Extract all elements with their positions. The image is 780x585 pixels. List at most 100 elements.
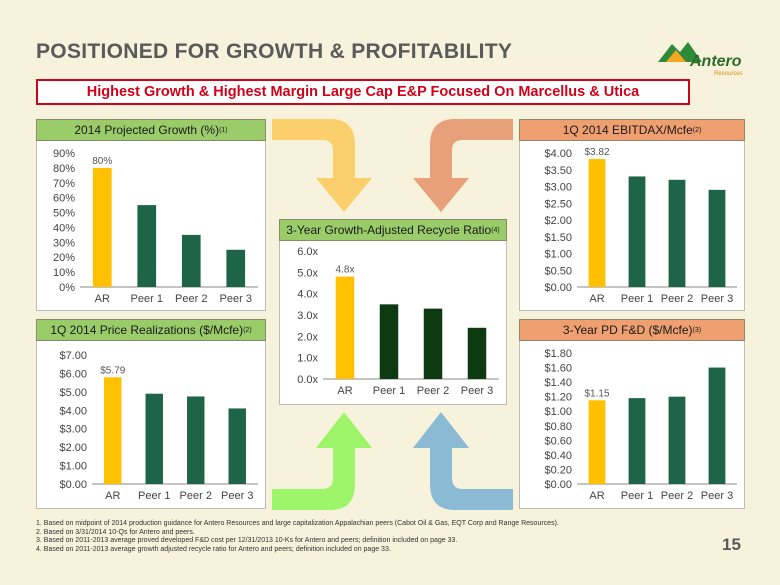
data-label: 4.8x bbox=[336, 265, 355, 276]
y-tick-label: 3.0x bbox=[297, 310, 318, 322]
bar bbox=[92, 167, 112, 287]
data-label: $5.79 bbox=[100, 365, 125, 376]
bar bbox=[708, 189, 726, 287]
y-tick-label: 1.0x bbox=[297, 353, 318, 365]
y-tick-label: 0.0x bbox=[297, 374, 318, 386]
chart-pd-fd: $0.00 $0.20 $0.40 $0.60 $0.80 $1.00 $1.20 $1.40… bbox=[544, 348, 737, 502]
y-tick-label: $2.00 bbox=[544, 215, 572, 227]
bar bbox=[423, 308, 443, 379]
bar bbox=[668, 396, 686, 484]
x-tick-label: Peer 2 bbox=[180, 490, 212, 502]
y-tick-label: $0.40 bbox=[544, 450, 572, 462]
y-tick-label: 4.0x bbox=[297, 289, 318, 301]
x-tick-label: Peer 2 bbox=[417, 385, 449, 397]
y-tick-label: 0% bbox=[59, 282, 75, 294]
bar bbox=[181, 234, 201, 287]
y-tick-label: $4.00 bbox=[59, 405, 87, 417]
chart-recycle-ratio: 0.0x 1.0x 2.0x 3.0x 4.0x 5.0x 6.0x AR 4.8x Peer 1… bbox=[297, 246, 499, 397]
x-tick-label: AR bbox=[105, 490, 120, 502]
y-tick-label: 6.0x bbox=[297, 246, 318, 258]
y-tick-label: $1.00 bbox=[544, 249, 572, 261]
y-tick-label: $4.00 bbox=[544, 148, 572, 160]
panel-title-recycle-ratio: 3-Year Growth-Adjusted Recycle Ratio (4) bbox=[279, 219, 507, 241]
y-tick-label: $0.00 bbox=[544, 282, 572, 294]
y-tick-label: $1.40 bbox=[544, 377, 572, 389]
x-tick-label: AR bbox=[95, 293, 110, 305]
headline-banner: Highest Growth & Highest Margin Large Ca… bbox=[36, 79, 690, 105]
y-tick-label: $3.00 bbox=[59, 424, 87, 436]
bar bbox=[226, 249, 246, 287]
arrow-top-left-icon bbox=[272, 119, 372, 212]
bar bbox=[137, 205, 157, 287]
data-label: $3.82 bbox=[584, 147, 609, 158]
footnote: 4. Based on 2011-2013 average growth adj… bbox=[36, 545, 391, 553]
bar bbox=[588, 400, 606, 484]
y-tick-label: $1.00 bbox=[544, 406, 572, 418]
x-tick-label: Peer 3 bbox=[220, 293, 252, 305]
y-tick-label: $0.00 bbox=[544, 479, 572, 491]
x-tick-label: Peer 1 bbox=[373, 385, 405, 397]
y-tick-label: $1.50 bbox=[544, 232, 572, 244]
x-tick-label: Peer 2 bbox=[661, 490, 693, 502]
y-tick-label: $0.20 bbox=[544, 464, 572, 476]
y-tick-label: $5.00 bbox=[59, 387, 87, 399]
chart-ebitdax: $0.00 $0.50 $1.00 $1.50 $2.00 $2.50 $3.00 $3.50… bbox=[544, 147, 737, 305]
chart-projected-growth: 0% 10% 20% 30% 40% 50% 60% 70% 80% 90% AR 80% Peer 1… bbox=[53, 148, 258, 305]
bar bbox=[379, 304, 399, 379]
y-tick-label: 30% bbox=[53, 237, 75, 249]
data-label: 80% bbox=[92, 156, 112, 167]
y-tick-label: 2.0x bbox=[297, 331, 318, 343]
footnote: 2. Based on 3/31/2014 10-Qs for Antero a… bbox=[36, 528, 195, 536]
y-tick-label: 40% bbox=[53, 222, 75, 234]
y-tick-label: 20% bbox=[53, 252, 75, 264]
bar bbox=[628, 176, 646, 287]
panel-title-projected-growth: 2014 Projected Growth (%) (1) bbox=[36, 119, 266, 141]
footnote: 1. Based on midpoint of 2014 production … bbox=[36, 520, 559, 527]
x-tick-label: Peer 1 bbox=[621, 293, 653, 305]
y-tick-label: $2.50 bbox=[544, 198, 572, 210]
y-tick-label: $3.50 bbox=[544, 165, 572, 177]
panel-title-pd-fd: 3-Year PD F&D ($/Mcfe) (3) bbox=[519, 319, 745, 341]
y-tick-label: 70% bbox=[53, 178, 75, 190]
y-tick-label: 5.0x bbox=[297, 267, 318, 279]
y-tick-label: 50% bbox=[53, 208, 75, 220]
y-tick-label: $1.00 bbox=[59, 461, 87, 473]
svg-text:Resources: Resources bbox=[714, 71, 743, 77]
x-tick-label: Peer 1 bbox=[621, 490, 653, 502]
y-tick-label: $7.00 bbox=[59, 350, 87, 362]
y-tick-label: $1.60 bbox=[544, 363, 572, 375]
page-number: 15 bbox=[722, 535, 741, 554]
bar bbox=[708, 367, 726, 484]
bar bbox=[588, 159, 606, 287]
x-tick-label: Peer 2 bbox=[175, 293, 207, 305]
x-tick-label: Peer 3 bbox=[701, 293, 733, 305]
chart-price-realizations: $0.00 $1.00 $2.00 $3.00 $4.00 $5.00 $6.00 $7.00… bbox=[59, 350, 258, 502]
svg-text:Antero: Antero bbox=[689, 53, 742, 70]
x-tick-label: Peer 3 bbox=[701, 490, 733, 502]
bar bbox=[228, 408, 246, 484]
x-tick-label: Peer 1 bbox=[131, 293, 163, 305]
y-tick-label: $6.00 bbox=[59, 368, 87, 380]
y-tick-label: $0.50 bbox=[544, 265, 572, 277]
bar bbox=[187, 396, 205, 484]
y-tick-label: 60% bbox=[53, 193, 75, 205]
y-tick-label: $0.80 bbox=[544, 421, 572, 433]
x-tick-label: AR bbox=[589, 490, 604, 502]
arrow-top-right-icon bbox=[413, 119, 513, 212]
bar bbox=[335, 276, 355, 379]
y-tick-label: $1.80 bbox=[544, 348, 572, 360]
y-tick-label: $1.20 bbox=[544, 392, 572, 404]
bar bbox=[628, 398, 646, 484]
y-tick-label: 90% bbox=[53, 148, 75, 160]
y-tick-label: 80% bbox=[53, 163, 75, 175]
banner-text: Highest Growth & Highest Margin Large Ca… bbox=[86, 84, 640, 100]
y-tick-label: 10% bbox=[53, 267, 75, 279]
bar bbox=[467, 327, 487, 379]
panel-title-ebitdax: 1Q 2014 EBITDAX/Mcfe (2) bbox=[519, 119, 745, 141]
x-tick-label: Peer 3 bbox=[221, 490, 253, 502]
x-tick-label: Peer 1 bbox=[138, 490, 170, 502]
arrow-bottom-left-icon bbox=[272, 412, 372, 510]
y-tick-label: $0.00 bbox=[59, 479, 87, 491]
